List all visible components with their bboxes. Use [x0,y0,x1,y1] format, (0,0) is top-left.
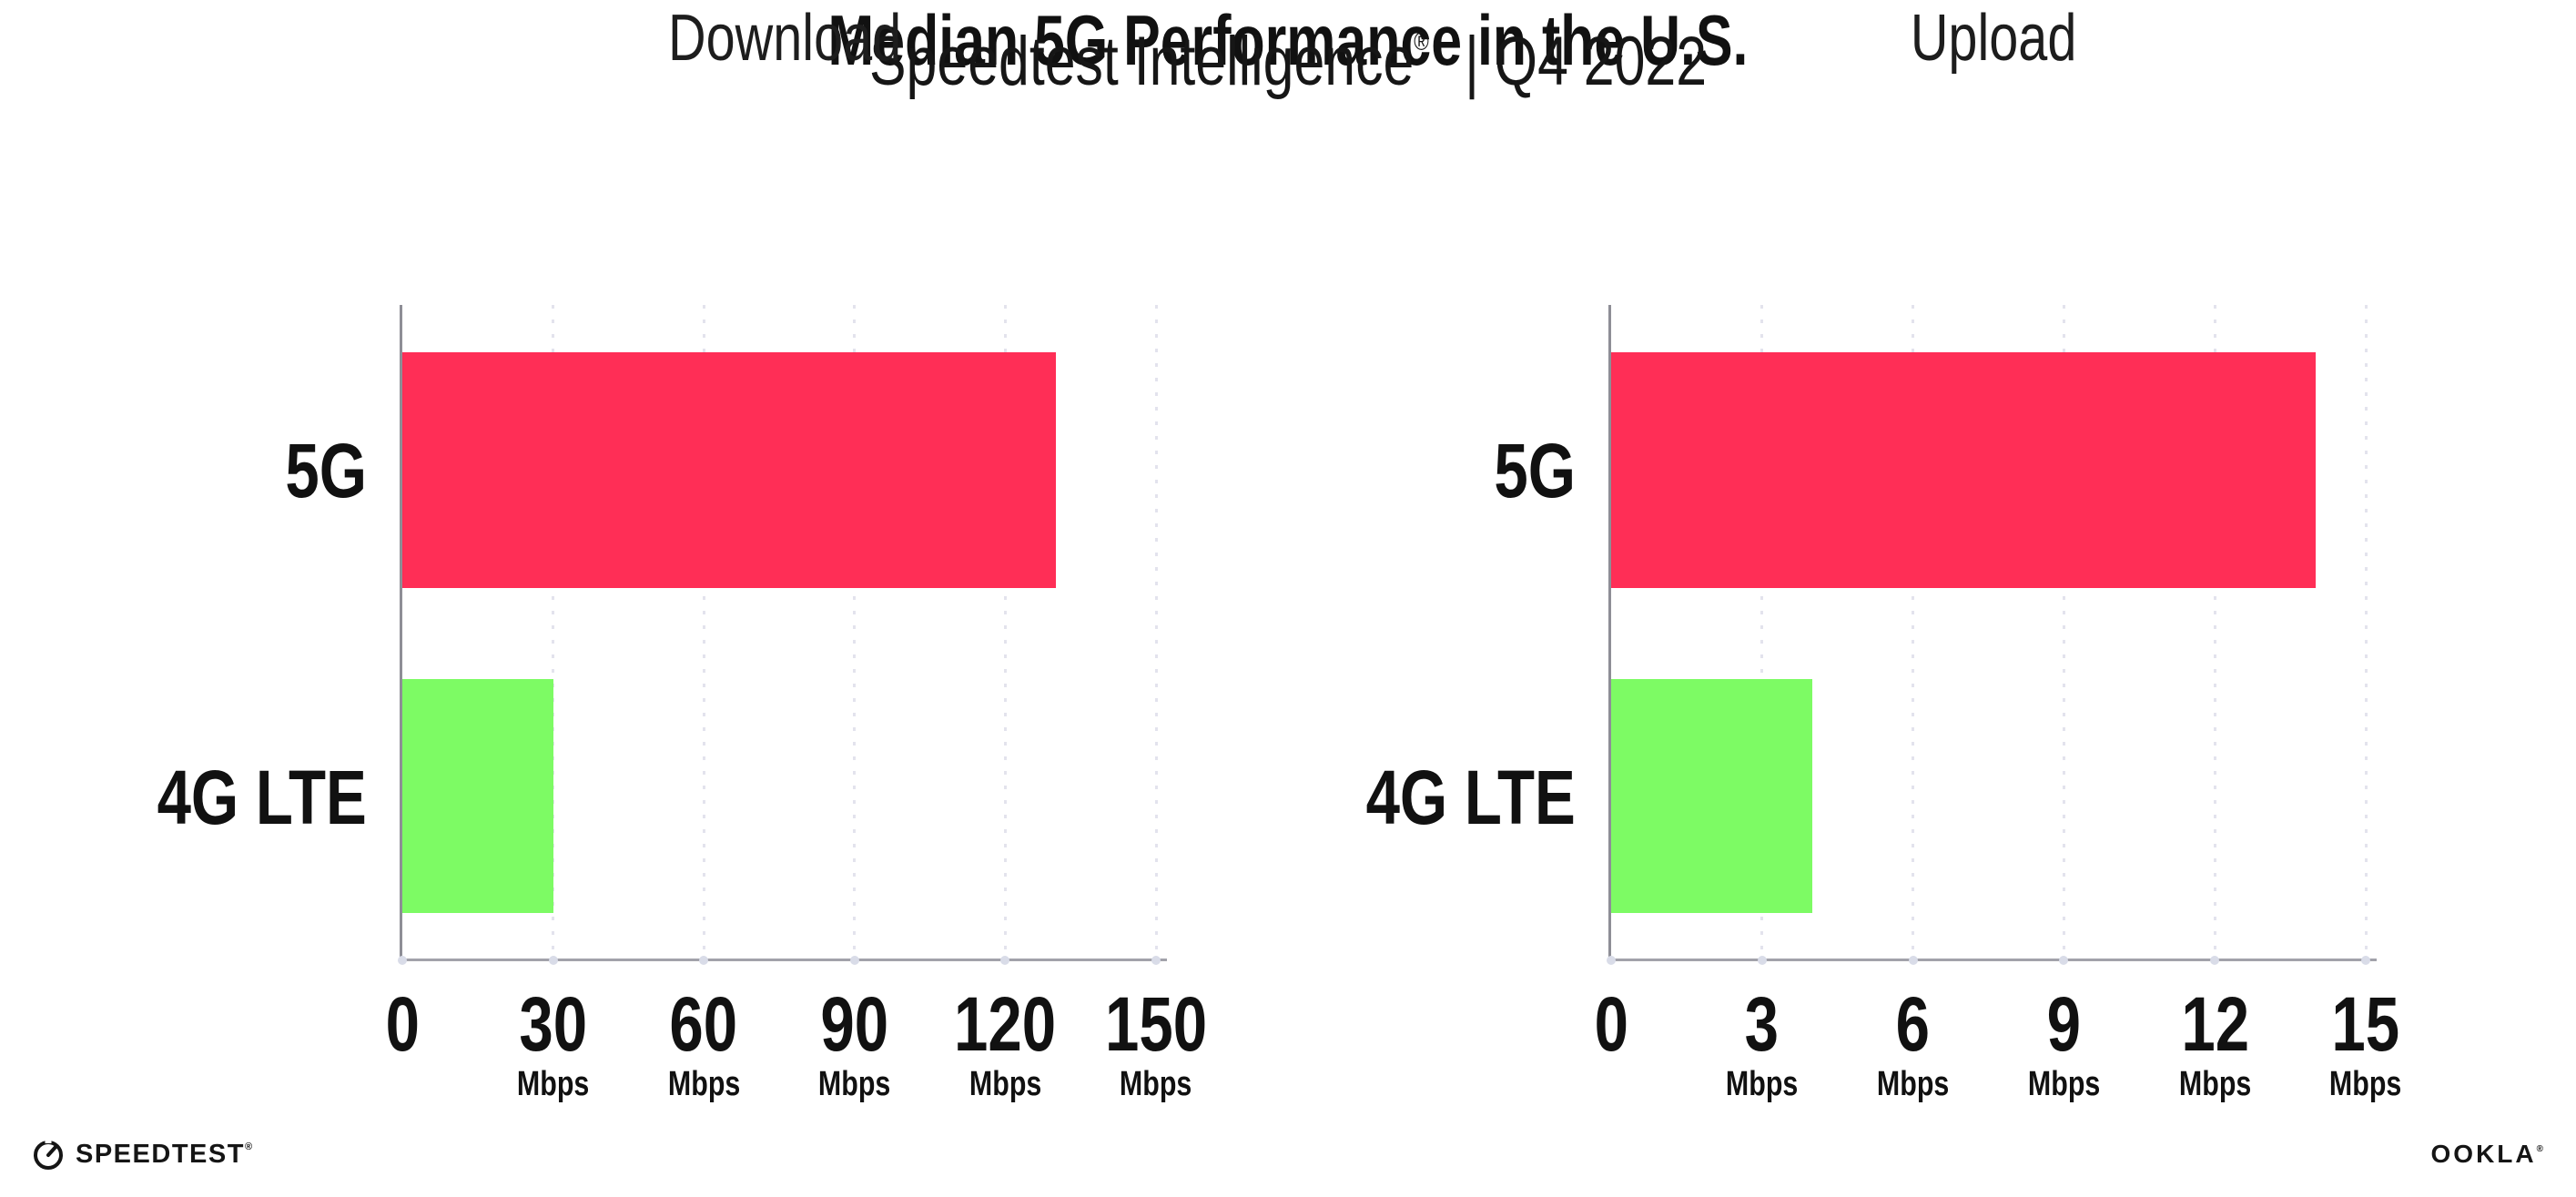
ookla-logo: OOKLA® [2431,1140,2546,1169]
tick-value-text: 15 [2331,981,2400,1067]
subtitle-separator [1429,23,1465,100]
tick-unit: Mbps [2257,1064,2475,1104]
tick-unit: Mbps [896,1064,1114,1104]
tick-unit: Mbps [745,1064,964,1104]
gridline [1154,305,1158,959]
axis-tick-dot [1607,955,1616,965]
panel-title-upload: Upload [1910,2,2077,75]
tick-value: 90 [745,984,964,1064]
tick-unit-text: Mbps [818,1065,891,1103]
tick-value: 60 [594,984,813,1064]
tick-value-text: 9 [2046,981,2082,1067]
tick-value: 0 [293,984,512,1064]
tick-unit-text: Mbps [1876,1065,1950,1103]
tick-value: 15 [2257,984,2475,1064]
tick-unit: Mbps [1653,1064,1871,1104]
tick-unit-text: Mbps [667,1065,740,1103]
tick-unit: Mbps [2105,1064,2324,1104]
tick-unit-text: Mbps [516,1065,590,1103]
axis-tick-dot [2361,955,2371,965]
tick-value-text: 0 [385,981,420,1067]
tick-unit: Mbps [1954,1064,2173,1104]
ookla-wordmark: OOKLA [2430,1140,2537,1168]
bar-4g-lte [1611,679,1813,913]
gridline [853,305,857,959]
bar-4g-lte [402,679,553,913]
tick-value-text: 0 [1594,981,1628,1067]
tick-value-text: 30 [519,981,587,1067]
tick-value: 150 [1047,984,1265,1064]
axis-tick-dot [548,955,558,965]
axis-tick-dot [849,955,859,965]
category-label-4glte-upload: 4G LTE [1365,755,1576,840]
tick-unit: Mbps [1047,1064,1265,1104]
tick-value-text: 150 [1104,981,1208,1067]
page-subtitle: Speedtest Intelligence® | Q4 2022 [0,0,2576,104]
tick-unit: Mbps [1804,1064,2023,1104]
tick-unit: Mbps [594,1064,813,1104]
axis-tick-dot [1151,955,1161,965]
category-label-4glte-download: 4G LTE [157,755,367,840]
tick-unit-text: Mbps [1726,1065,1799,1103]
panel-title-download: Download [667,2,902,75]
axis-tick-dot [2210,955,2220,965]
tick-unit-text: Mbps [1120,1065,1192,1103]
gridline [1003,305,1007,959]
tick-unit-text: Mbps [2329,1065,2402,1103]
y-axis [400,305,402,959]
bar-5g [1611,352,2316,588]
ookla-registered-mark: ® [2536,1144,2546,1154]
tick-unit-text: Mbps [2027,1065,2101,1103]
gridline [2062,305,2065,959]
y-axis [1608,305,1611,959]
speedtest-gauge-icon [30,1136,66,1172]
registered-mark: ® [1414,27,1429,56]
axis-tick-dot [1000,955,1010,965]
tick-value-text: 60 [669,981,738,1067]
subtitle-period: | Q4 2022 [1465,23,1708,100]
gridline [702,305,705,959]
axis-tick-dot [1757,955,1767,965]
tick-value: 30 [444,984,663,1064]
x-axis [400,959,1167,961]
tick-value: 9 [1954,984,2173,1064]
speedtest-logo: SPEEDTEST® [30,1134,254,1174]
tick-value: 6 [1804,984,2023,1064]
tick-unit: Mbps [444,1064,663,1104]
bar-5g [402,352,1056,588]
tick-value-text: 12 [2180,981,2249,1067]
gridline [1760,305,1764,959]
tick-value-text: 3 [1745,981,1780,1067]
gridline [2364,305,2368,959]
axis-tick-dot [1908,955,1918,965]
x-axis [1608,959,2377,961]
tick-value: 12 [2105,984,2324,1064]
tick-value-text: 6 [1895,981,1931,1067]
axis-tick-dot [398,955,407,965]
tick-value: 0 [1502,984,1720,1064]
tick-value-text: 120 [954,981,1057,1067]
category-label-5g-upload: 5G [1494,428,1576,513]
axis-tick-dot [2059,955,2069,965]
tick-value: 120 [896,984,1114,1064]
speedtest-wordmark: SPEEDTEST® [76,1139,254,1169]
gridline [2213,305,2216,959]
page-title: Median 5G Performance in the U.S. [827,0,1749,80]
gridline [1912,305,1915,959]
speedtest-registered-mark: ® [244,1141,254,1152]
tick-unit-text: Mbps [969,1065,1042,1103]
category-label-5g-download: 5G [285,428,367,513]
tick-value: 3 [1653,984,1871,1064]
gridline [552,305,555,959]
tick-unit-text: Mbps [2178,1065,2251,1103]
subtitle-brand: Speedtest Intelligence [868,23,1415,100]
tick-value-text: 90 [820,981,889,1067]
axis-tick-dot [699,955,709,965]
